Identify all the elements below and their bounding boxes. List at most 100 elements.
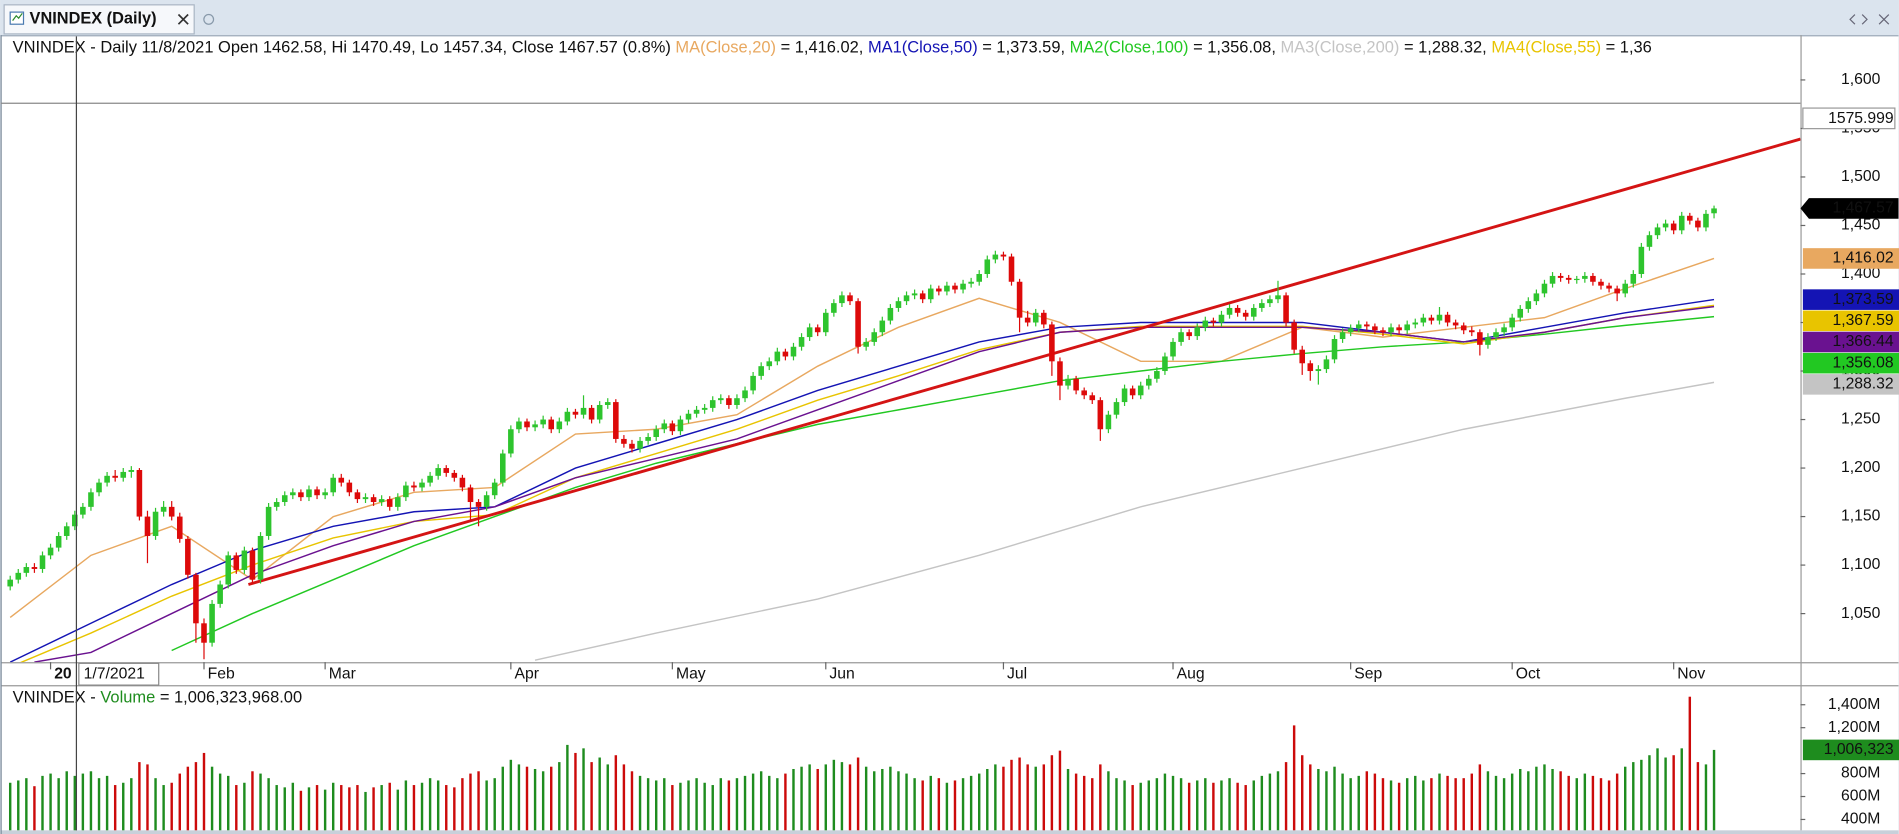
- tab-icon: [9, 11, 25, 25]
- candle-body: [669, 423, 676, 432]
- volume-bar: [929, 775, 932, 831]
- volume-bar: [961, 778, 965, 831]
- volume-bar: [1607, 780, 1611, 831]
- tab-close[interactable]: [177, 13, 189, 25]
- volume-bar: [1268, 773, 1272, 831]
- volume-bar: [654, 780, 658, 831]
- candle-body: [1073, 378, 1079, 391]
- scrollbar[interactable]: [0, 830, 1899, 834]
- volume-bar: [1155, 778, 1159, 831]
- candle-body: [193, 574, 199, 624]
- volume-bar: [848, 764, 852, 831]
- candle-body: [1178, 332, 1184, 342]
- volume-bar: [582, 748, 585, 831]
- tab-icon-graph: [12, 12, 23, 21]
- candle-body: [1460, 325, 1467, 331]
- candle-body: [96, 482, 102, 493]
- volume-bar: [921, 780, 924, 831]
- window-controls[interactable]: [1849, 14, 1890, 25]
- y-tick-label: 1,400: [1841, 265, 1881, 282]
- new-tab[interactable]: [203, 13, 215, 25]
- volume-bar: [1438, 773, 1441, 831]
- volume-bar: [889, 766, 892, 831]
- volume-bar: [1591, 775, 1595, 831]
- candle-body: [879, 320, 886, 333]
- candle-body: [1662, 223, 1669, 228]
- volume-bar: [1026, 764, 1029, 831]
- volume-bar: [113, 785, 117, 831]
- volume-bar: [735, 778, 739, 831]
- candle-body: [290, 492, 296, 496]
- y-tick-label: 1,200: [1841, 459, 1881, 476]
- candle-body: [1364, 324, 1370, 327]
- tab[interactable]: [3, 4, 195, 35]
- candle-body: [1638, 246, 1645, 274]
- candle-body: [709, 400, 716, 408]
- candle-body: [1170, 341, 1176, 357]
- candle-body: [31, 567, 38, 569]
- candle-body: [847, 295, 853, 302]
- volume-bar: [1228, 778, 1231, 831]
- moving-average: [534, 381, 1715, 661]
- candle-body: [225, 555, 232, 585]
- candle-body: [120, 471, 127, 478]
- x-tick-label: May: [676, 665, 706, 682]
- candle-body: [1452, 322, 1459, 326]
- candle-body: [564, 411, 571, 422]
- header-series-value: = 1,36: [1601, 39, 1652, 57]
- volume-bar: [994, 764, 997, 831]
- volume-bar: [162, 785, 165, 831]
- candle-body: [1129, 388, 1136, 396]
- volume-bar: [348, 787, 351, 831]
- volume-bar: [1712, 749, 1716, 831]
- volume-bar: [808, 764, 811, 831]
- volume-bar: [1301, 755, 1304, 831]
- candle-body: [790, 346, 797, 357]
- candle-body: [911, 293, 918, 296]
- volume-bar: [122, 782, 125, 831]
- volume-bar: [493, 778, 496, 831]
- candle-body: [217, 584, 223, 604]
- volume-bar: [1236, 782, 1239, 831]
- x-tick-label: 20: [54, 665, 72, 682]
- candle-body: [1323, 359, 1330, 370]
- volume-bar: [1462, 778, 1465, 831]
- candle-body: [1065, 378, 1071, 386]
- volume-bar: [8, 782, 12, 831]
- candle-body: [1355, 324, 1362, 329]
- volume-bar: [1696, 762, 1700, 831]
- candle-body: [370, 497, 377, 503]
- candle-body: [806, 327, 813, 338]
- volume-bar: [1632, 762, 1635, 831]
- candle-body: [1646, 235, 1653, 247]
- candle-body: [1146, 378, 1152, 386]
- candle-body: [112, 475, 118, 478]
- volume-bar: [315, 785, 319, 831]
- candle-body: [419, 482, 425, 488]
- volume-bar: [614, 755, 618, 831]
- volume-bar: [1276, 771, 1280, 831]
- candle-body: [1234, 307, 1241, 313]
- candle-body: [508, 429, 514, 454]
- volume-bar: [1478, 764, 1482, 831]
- candle-body: [1121, 388, 1128, 403]
- candle-body: [1517, 308, 1524, 318]
- candle-body: [1606, 285, 1612, 289]
- volume-bar: [380, 785, 383, 831]
- candle-body: [621, 438, 627, 444]
- value-badge-label: 1,288.32: [1832, 376, 1893, 393]
- volume-bar: [630, 771, 634, 831]
- volume-bar: [388, 782, 391, 831]
- candle-body: [273, 502, 280, 507]
- y-tick-label: 1,500: [1841, 168, 1881, 185]
- volume-bar: [1260, 775, 1264, 831]
- moving-average: [34, 305, 1715, 663]
- candle-body: [209, 603, 215, 643]
- volume-bar: [485, 780, 488, 831]
- volume-bar: [1422, 780, 1425, 831]
- volume-bar: [768, 775, 771, 831]
- candle-body: [1501, 327, 1507, 333]
- candle-body: [1420, 317, 1427, 323]
- volume-bar: [1325, 771, 1328, 831]
